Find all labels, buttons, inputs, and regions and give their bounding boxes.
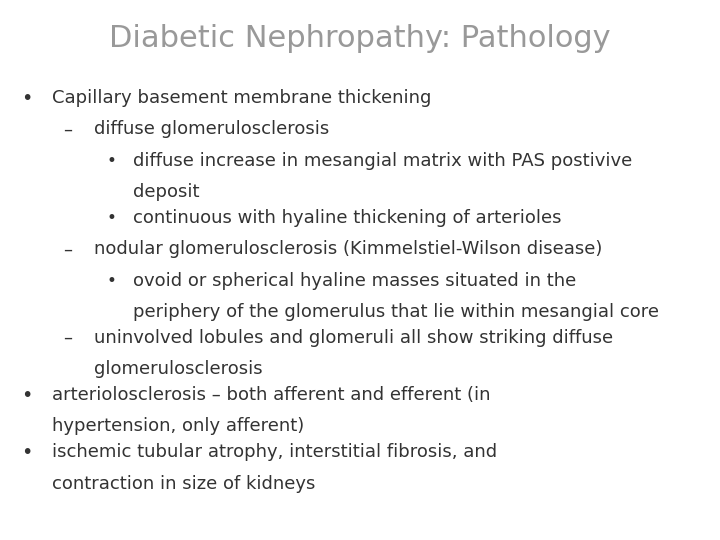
Text: nodular glomerulosclerosis (Kimmelstiel-Wilson disease): nodular glomerulosclerosis (Kimmelstiel-… — [94, 240, 602, 258]
Text: contraction in size of kidneys: contraction in size of kidneys — [52, 475, 315, 492]
Text: –: – — [63, 120, 72, 138]
Text: –: – — [63, 240, 72, 258]
Text: glomerulosclerosis: glomerulosclerosis — [94, 360, 262, 378]
Text: Capillary basement membrane thickening: Capillary basement membrane thickening — [52, 89, 431, 107]
Text: •: • — [22, 443, 33, 462]
Text: periphery of the glomerulus that lie within mesangial core: periphery of the glomerulus that lie wit… — [133, 303, 660, 321]
Text: •: • — [107, 152, 117, 170]
Text: Diabetic Nephropathy: Pathology: Diabetic Nephropathy: Pathology — [109, 24, 611, 53]
Text: •: • — [107, 209, 117, 227]
Text: hypertension, only afferent): hypertension, only afferent) — [52, 417, 304, 435]
Text: –: – — [63, 329, 72, 347]
Text: •: • — [107, 272, 117, 289]
Text: continuous with hyaline thickening of arterioles: continuous with hyaline thickening of ar… — [133, 209, 562, 227]
Text: uninvolved lobules and glomeruli all show striking diffuse: uninvolved lobules and glomeruli all sho… — [94, 329, 613, 347]
Text: diffuse glomerulosclerosis: diffuse glomerulosclerosis — [94, 120, 329, 138]
Text: ischemic tubular atrophy, interstitial fibrosis, and: ischemic tubular atrophy, interstitial f… — [52, 443, 497, 461]
Text: diffuse increase in mesangial matrix with PAS postivive: diffuse increase in mesangial matrix wit… — [133, 152, 632, 170]
Text: ovoid or spherical hyaline masses situated in the: ovoid or spherical hyaline masses situat… — [133, 272, 577, 289]
Text: arteriolosclerosis – both afferent and efferent (in: arteriolosclerosis – both afferent and e… — [52, 386, 490, 404]
Text: •: • — [22, 89, 33, 108]
Text: •: • — [22, 386, 33, 405]
Text: deposit: deposit — [133, 183, 199, 201]
